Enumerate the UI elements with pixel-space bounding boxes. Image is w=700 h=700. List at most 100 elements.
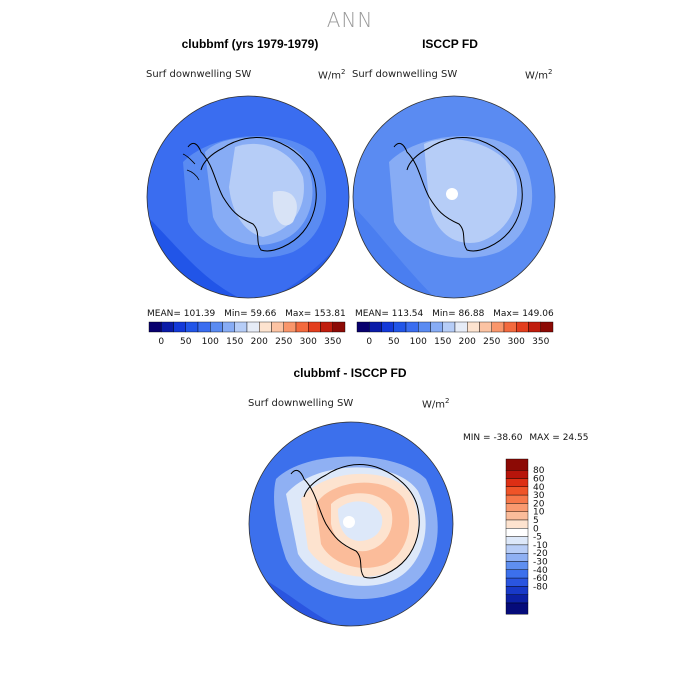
panel-1-colorbar-swatch <box>308 321 321 333</box>
diff-colorbar-swatch <box>505 470 529 479</box>
panel-1-colorbar-swatch <box>185 321 199 333</box>
diff-colorbar-tick-label: -20 <box>533 549 548 559</box>
panel-1-colorbar-swatch <box>210 321 223 333</box>
panel-1-variable: Surf downwelling SW <box>146 69 252 80</box>
page-title: ANN <box>326 8 374 32</box>
panel-2-colorbar-swatch <box>430 321 443 333</box>
panel-1-colorbar-tick-label: 250 <box>275 337 292 347</box>
panel-1-colorbar-tick-label: 300 <box>300 337 317 347</box>
panel-1-max: 153.81 <box>314 309 346 319</box>
panel-1-title: clubbmf (yrs 1979-1979) <box>181 37 319 51</box>
panel-1-colorbar-tick-label: 150 <box>226 337 243 347</box>
panel-1-mean-label: MEAN= <box>147 309 181 319</box>
panel-1-unit: W/m2 <box>318 68 346 82</box>
panel-2-colorbar-swatch <box>442 321 456 333</box>
diff-colorbar-swatch <box>505 544 529 554</box>
panel-1-max-label: Max= <box>285 309 312 319</box>
diff-colorbar-swatch <box>505 586 529 595</box>
panel-1-polar-map <box>146 95 350 299</box>
diff-colorbar-tick-label: -30 <box>533 558 548 568</box>
panel-1-colorbar-swatch <box>332 321 346 333</box>
panel-1-colorbar-swatch <box>246 321 260 333</box>
panel-1-mean: 101.39 <box>183 309 216 319</box>
panel-2-mean-label: MEAN= <box>355 309 389 319</box>
panel-2-colorbar-swatch <box>528 321 541 333</box>
diff-panel-variable: Surf downwelling SW <box>248 398 354 409</box>
panel-2-colorbar-swatch <box>393 321 407 333</box>
panel-1-colorbar-swatch <box>161 321 174 333</box>
diff-colorbar-tick-label: 0 <box>533 524 539 534</box>
panel-2-colorbar-tick-label: 350 <box>532 337 549 347</box>
panel-2-max-label: Max= <box>493 309 520 319</box>
panel-1-colorbar-swatch <box>197 321 211 333</box>
diff-colorbar-swatch <box>505 511 529 521</box>
diff-panel-stats: MIN = -38.60 MAX = 24.55 <box>463 433 588 443</box>
panel-2-colorbar-swatch <box>540 321 554 333</box>
diff-colorbar-tick-label: -5 <box>533 533 542 543</box>
panel-2-colorbar-swatch <box>356 321 370 333</box>
diff-colorbar-swatch <box>505 528 529 537</box>
panel-2-colorbar-tick-label: 0 <box>366 337 372 347</box>
diff-colorbar-tick-label: 60 <box>533 475 545 485</box>
diff-colorbar-swatch <box>505 519 529 529</box>
panel-2-colorbar-swatch <box>491 321 505 333</box>
diff-colorbar-swatch <box>505 536 529 546</box>
diff-panel-title: clubbmf - ISCCP FD <box>293 366 407 380</box>
panel-1-colorbar-swatch <box>234 321 248 333</box>
panel-2-polar-map <box>352 95 556 299</box>
diff-colorbar-swatch <box>505 594 529 604</box>
panel-1-colorbar: 0 50 100 150 200 250 300 350 <box>148 321 346 347</box>
panel-1-colorbar-swatch <box>259 321 272 333</box>
panel-2-colorbar-swatch <box>418 321 431 333</box>
panel-2-colorbar-swatch <box>467 321 480 333</box>
diff-colorbar-tick-label: 80 <box>533 466 545 476</box>
diff-min: -38.60 <box>493 433 523 443</box>
panel-2-colorbar-swatch <box>454 321 468 333</box>
panel-1-min: 59.66 <box>250 309 277 319</box>
panel-1-colorbar-swatch <box>222 321 235 333</box>
panel-1-colorbar-tick-label: 100 <box>202 337 219 347</box>
panel-1-colorbar-tick-label: 0 <box>158 337 164 347</box>
panel-1-colorbar-tick-label: 200 <box>251 337 268 347</box>
panel-2-colorbar-tick-label: 300 <box>508 337 525 347</box>
panel-2-colorbar-tick-label: 50 <box>388 337 400 347</box>
diff-colorbar-swatch <box>505 569 529 579</box>
diff-colorbar-tick-label: -80 <box>533 582 548 592</box>
diff-colorbar-swatch <box>505 602 529 615</box>
diff-colorbar-swatch <box>505 494 529 504</box>
panel-2-colorbar-tick-label: 150 <box>434 337 451 347</box>
panel-2-colorbar-tick-label: 250 <box>483 337 500 347</box>
panel-1-min-label: Min= <box>224 309 248 319</box>
panel-2-colorbar-swatch <box>516 321 529 333</box>
panel-2-colorbar: 0 50 100 150 200 250 300 350 <box>356 321 554 347</box>
panel-2-unit: W/m2 <box>525 68 553 82</box>
panel-1-colorbar-swatch <box>148 321 162 333</box>
panel-2-colorbar-swatch <box>369 321 382 333</box>
panel-2-min-label: Min= <box>432 309 456 319</box>
panel-1-colorbar-swatch <box>283 321 297 333</box>
panel-1-colorbar-swatch <box>320 321 333 333</box>
panel-2-colorbar-swatch <box>479 321 492 333</box>
diff-colorbar-tick-label: -40 <box>533 566 548 576</box>
diff-colorbar-tick-label: 5 <box>533 516 539 526</box>
panel-2-colorbar-tick-label: 200 <box>459 337 476 347</box>
diff-polar-map <box>248 421 454 627</box>
panel-1-colorbar-swatch <box>271 321 284 333</box>
panel-1-stats: MEAN= 101.39 Min= 59.66 Max= 153.81 <box>147 309 347 319</box>
diff-colorbar-swatch <box>505 553 529 562</box>
diff-colorbar-swatch <box>505 486 529 496</box>
panel-2-min: 86.88 <box>458 309 485 319</box>
panel-1-colorbar-swatch <box>295 321 309 333</box>
diff-colorbar-tick-label: 20 <box>533 499 545 509</box>
panel-1-colorbar-swatch <box>173 321 186 333</box>
panel-2-max: 149.06 <box>522 309 554 319</box>
panel-2-colorbar-swatch <box>405 321 419 333</box>
diff-min-label: MIN = <box>463 433 491 443</box>
panel-1-colorbar-tick-label: 50 <box>180 337 192 347</box>
diff-colorbar-tick-label: -60 <box>533 574 548 584</box>
diff-panel-unit: W/m2 <box>422 397 450 411</box>
diff-colorbar-tick-label: -10 <box>533 541 548 551</box>
panel-2-mean: 113.54 <box>391 309 424 319</box>
diff-max-label: MAX = <box>529 433 560 443</box>
